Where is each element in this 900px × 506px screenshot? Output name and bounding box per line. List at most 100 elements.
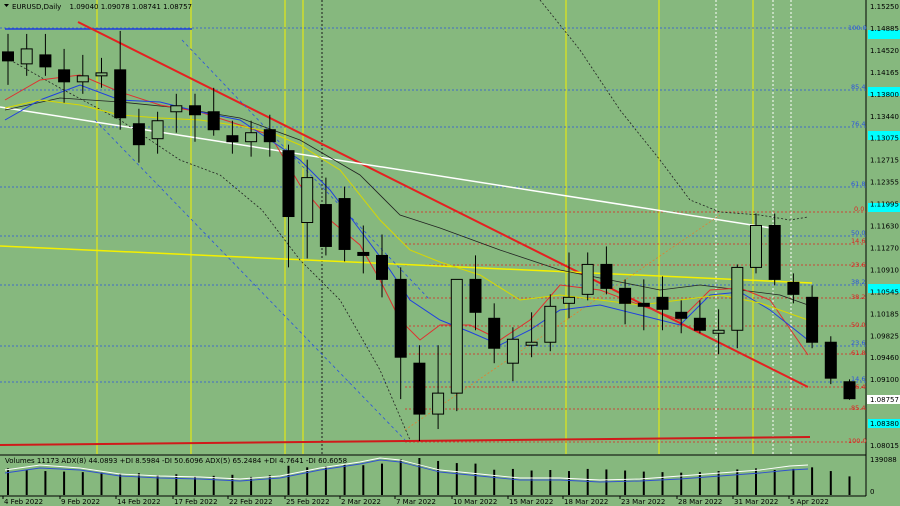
candle-body-bullish xyxy=(563,296,575,304)
candle xyxy=(20,33,33,76)
candle-body-bearish xyxy=(394,278,407,358)
candle xyxy=(245,120,258,157)
candle-body-bearish xyxy=(413,362,426,415)
fib-label: 14.6 xyxy=(851,375,865,383)
candle xyxy=(750,213,762,274)
candle xyxy=(806,285,819,349)
candle xyxy=(95,57,108,88)
fib-upper-labels: 100.0 85.4 76.4 61.8 50.0 38.2 23.6 14.6 xyxy=(848,24,867,383)
fib-label: 61.8 xyxy=(851,180,865,188)
fib-label: 38.2 xyxy=(851,293,865,301)
candle xyxy=(600,246,613,295)
symbol-title: EURUSD,Daily xyxy=(12,3,61,11)
candle xyxy=(58,48,71,103)
date-tick-label: 7 Mar 2022 xyxy=(396,498,436,506)
date-tick-label: 31 Mar 2022 xyxy=(734,498,778,506)
candle xyxy=(506,327,519,382)
candle xyxy=(376,234,388,298)
candle xyxy=(675,300,688,334)
candle-body-bullish xyxy=(581,263,594,295)
candle xyxy=(656,276,669,331)
price-tick-label: 1.10910 xyxy=(870,266,899,274)
date-tick-label: 9 Feb 2022 xyxy=(61,498,100,506)
volume-zero-label: 0 xyxy=(870,488,874,496)
candle xyxy=(768,213,781,286)
candle-body-bearish xyxy=(693,317,706,331)
price-tick-label: 1.12355 xyxy=(870,179,899,187)
fib-label: 0.0 xyxy=(854,205,864,213)
candle-body-bearish xyxy=(39,54,52,68)
axis-highlight-boxes xyxy=(868,30,900,428)
ohlc-values: 1.09040 1.09078 1.08741 1.08757 xyxy=(70,3,192,11)
candle xyxy=(469,255,482,331)
candle-body-bearish xyxy=(2,51,14,62)
fib-label: 23.6 xyxy=(851,339,865,347)
candle-body-bearish xyxy=(114,69,127,119)
candle-body-bullish xyxy=(301,177,314,224)
candle xyxy=(488,303,501,364)
price-tick-label: 1.11270 xyxy=(870,244,899,252)
candle-body-bullish xyxy=(432,392,445,415)
candle xyxy=(319,177,332,256)
price-tick-label: 1.09460 xyxy=(870,354,899,362)
candle-body-bullish xyxy=(731,266,744,331)
candle xyxy=(76,54,89,94)
main-pane xyxy=(0,0,866,454)
candle-body-bullish xyxy=(151,120,164,140)
white-trendline xyxy=(0,106,772,229)
volume-bars xyxy=(7,458,851,495)
candle-body-bullish xyxy=(450,278,463,394)
candle xyxy=(39,33,52,76)
price-tick-label: 1.15250 xyxy=(870,3,899,11)
date-tick-label: 14 Feb 2022 xyxy=(117,498,161,506)
candle-body-bearish xyxy=(207,111,220,131)
price-tick-label: 1.10545 xyxy=(870,288,899,296)
trendlines xyxy=(0,21,813,446)
bollinger-mid xyxy=(4,97,809,306)
candle-body-bullish xyxy=(95,72,108,77)
candle xyxy=(189,93,201,142)
candle-body-bullish xyxy=(20,48,33,65)
candle-body-bullish xyxy=(245,132,258,143)
indicator-header: Volumes 11173 ADX(8) 44.0893 +DI 8.5984 … xyxy=(5,457,347,465)
fib-label: 85.4 xyxy=(851,83,865,91)
red-support-line xyxy=(0,436,811,446)
candle xyxy=(637,279,650,331)
dropdown-triangle-icon[interactable] xyxy=(4,4,9,7)
candle xyxy=(357,225,370,274)
candle xyxy=(581,252,594,301)
date-tick-label: 23 Mar 2022 xyxy=(621,498,665,506)
ma-red xyxy=(4,74,809,356)
candle-body-bullish xyxy=(750,225,762,268)
candle-body-bearish xyxy=(656,296,669,310)
chart-symbol-header: EURUSD,Daily 1.09040 1.09078 1.08741 1.0… xyxy=(12,3,192,11)
fib-label: 38.2 xyxy=(851,278,865,286)
candle-body-bearish xyxy=(675,311,688,319)
candle-body-bearish xyxy=(338,198,351,250)
fib-label: 100.0 xyxy=(848,24,867,32)
orange-dashed-line xyxy=(404,214,721,431)
candle xyxy=(263,114,276,157)
fib-label: 23.6 xyxy=(851,261,865,269)
price-tick-label: 1.10185 xyxy=(870,310,899,318)
candle xyxy=(338,186,351,262)
candle-body-bearish xyxy=(768,225,781,280)
price-tick-label: 1.14165 xyxy=(870,69,899,77)
candle xyxy=(2,33,14,85)
candle xyxy=(114,30,127,130)
candle xyxy=(824,336,837,385)
current-price-label: 1.08757 xyxy=(870,396,899,404)
candles xyxy=(2,30,856,442)
candle-body-bearish xyxy=(263,129,276,143)
candle-body-bearish xyxy=(806,296,819,343)
fib-lower-labels: 0.0 14.6 23.6 38.2 50.0 61.8 76.4 85.4 1… xyxy=(848,205,867,445)
candle-body-bearish xyxy=(282,150,295,218)
candle xyxy=(525,312,538,358)
price-tick-label: 1.13800 xyxy=(870,91,899,99)
candle-body-bearish xyxy=(843,381,856,400)
adx-line xyxy=(4,457,809,481)
candle-body-bearish xyxy=(357,251,370,256)
vertical-markers xyxy=(96,0,792,454)
candle xyxy=(132,108,145,163)
